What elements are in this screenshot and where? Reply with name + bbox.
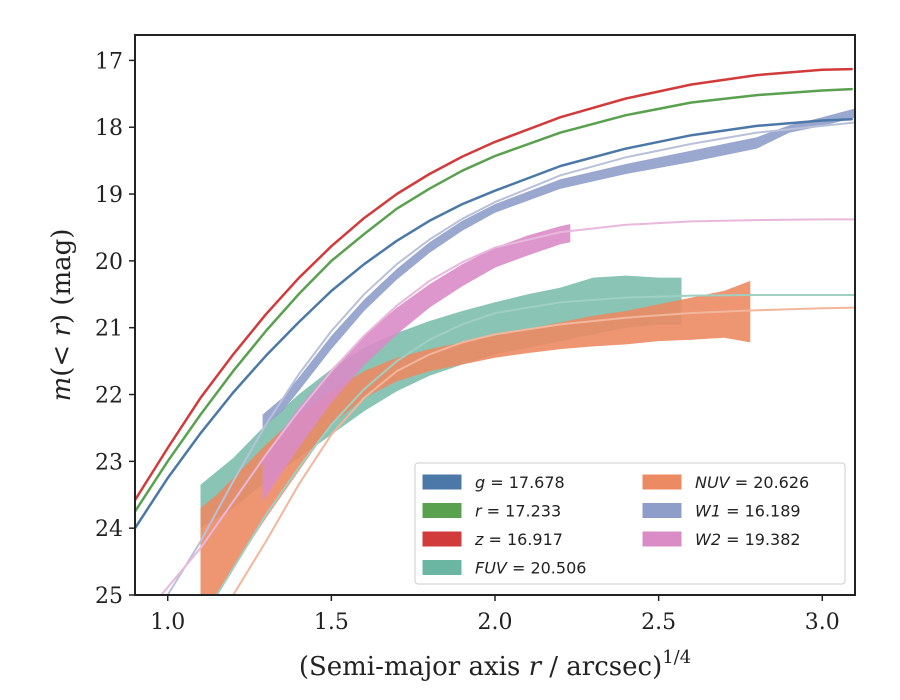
legend-swatch-w1	[642, 503, 682, 518]
y-tick-label: 25	[95, 584, 123, 609]
legend-swatch-z	[422, 531, 462, 547]
x-tick-label: 1.5	[314, 610, 349, 635]
x-axis-label-rest: / arcsec)	[541, 652, 662, 682]
x-tick-label: 2.0	[478, 610, 513, 635]
y-tick-label: 24	[95, 517, 123, 542]
y-axis-label-open: (	[47, 367, 77, 377]
legend-swatch-nuv	[642, 474, 682, 490]
x-axis-label-var: r	[529, 652, 543, 682]
legend-frame	[414, 462, 846, 585]
axis-ticks: 1.0 1.5 2.0 2.5 3.0 17 18 19 20 21 22 23 24 25	[95, 49, 840, 635]
series-line-fuv-model	[215, 294, 855, 595]
y-axis-label: m(< r) (mag)	[47, 229, 77, 402]
legend-label-w1: W1 = 16.189	[695, 502, 801, 521]
x-axis-label: (Semi-major axis r / arcsec)1/4	[299, 647, 691, 682]
legend-swatch-r	[422, 503, 462, 518]
x-axis-label-main: (Semi-major axis	[299, 652, 529, 682]
y-axis-label-m: m	[47, 377, 77, 402]
legend-label-w2: W2 = 19.382	[695, 530, 801, 549]
legend: g = 17.678 r = 17.233 z = 16.917 FUV = 20.5…	[414, 462, 846, 585]
x-axis-label-sup: 1/4	[662, 647, 691, 668]
plot-area	[135, 67, 855, 595]
series-line-z	[135, 67, 853, 502]
series-line-g	[135, 117, 853, 530]
legend-label-g: g = 17.678	[475, 473, 565, 492]
legend-swatch-fuv	[422, 560, 462, 575]
y-axis-label-r: r	[47, 323, 77, 337]
x-tick-label: 2.5	[641, 610, 676, 635]
y-tick-label: 23	[95, 450, 123, 475]
legend-label-nuv: NUV = 20.626	[695, 473, 809, 492]
legend-swatch-w2	[642, 531, 682, 547]
y-tick-label: 20	[95, 250, 123, 275]
x-tick-label: 3.0	[805, 610, 840, 635]
y-tick-label: 22	[95, 384, 123, 409]
legend-label-fuv: FUV = 20.506	[475, 559, 586, 578]
y-axis-label-close: ) (mag)	[47, 229, 77, 325]
series-line-nuv-model	[232, 306, 855, 595]
series-line-w1-model	[166, 121, 855, 595]
y-axis-label-lt: <	[47, 337, 77, 367]
y-tick-label: 21	[95, 317, 123, 342]
y-tick-label: 18	[95, 116, 123, 141]
plot-frame	[134, 34, 856, 596]
y-tick-label: 19	[95, 183, 123, 208]
series-line-w2-model	[160, 218, 855, 595]
legend-swatch-g	[422, 474, 462, 490]
x-tick-label: 1.0	[150, 610, 185, 635]
series-line-r	[135, 87, 853, 513]
y-tick-label: 17	[95, 49, 123, 74]
legend-label-z: z = 16.917	[474, 530, 563, 549]
legend-label-r: r = 17.233	[475, 502, 561, 521]
